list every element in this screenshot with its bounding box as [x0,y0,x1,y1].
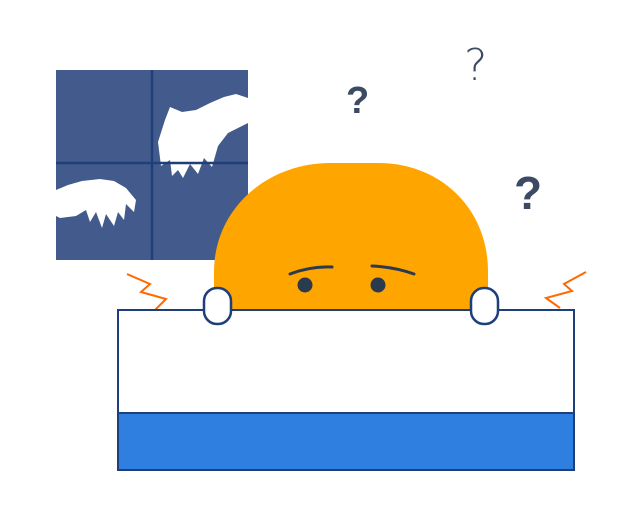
left-eyebrow-icon [288,265,334,276]
desk-outline [117,309,575,471]
desk-icon [117,309,575,471]
reaching-hand-icon [158,94,248,178]
shake-lines-icon [126,273,168,311]
right-eye-icon [370,277,386,293]
question-mark-icon: ? [464,40,488,91]
desk-top [118,310,574,413]
shake-lines-icon [543,271,587,309]
reaching-hand-icon [56,179,136,228]
question-mark-icon: ? [346,80,370,122]
desk-stripe [118,413,574,470]
question-mark-icon: ? [514,167,543,219]
left-finger-icon [202,286,233,326]
character-head-icon [214,163,488,312]
right-finger-icon [469,286,500,326]
left-eye-icon [297,277,313,293]
window-icon [56,70,248,260]
character-body [214,163,488,312]
right-eyebrow-icon [370,264,416,276]
